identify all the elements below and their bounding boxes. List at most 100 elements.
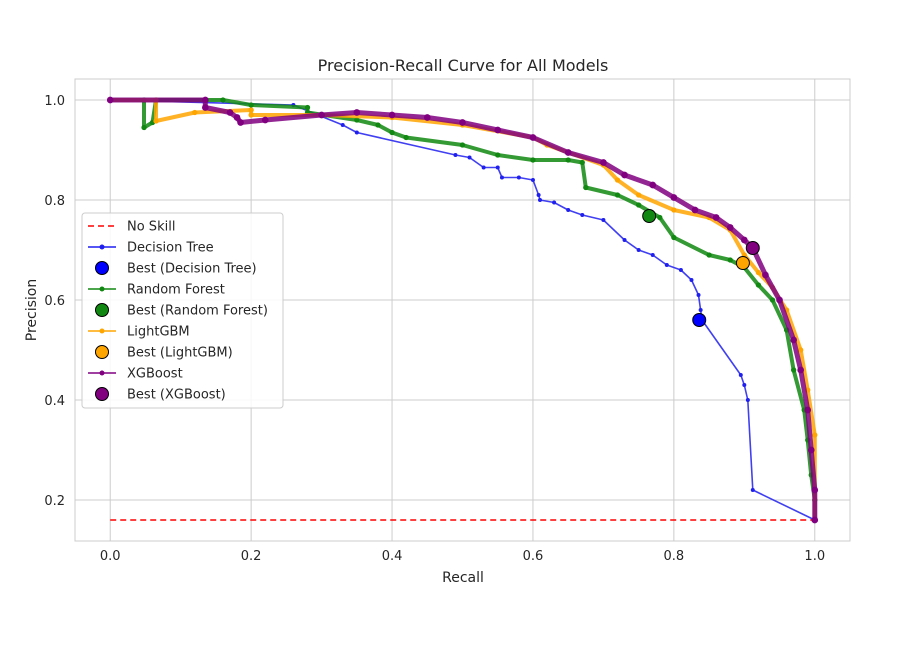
xgboost-point [494, 126, 502, 134]
xgboost-point [318, 111, 325, 119]
xgboost-point [202, 104, 209, 111]
xgboost-point [202, 96, 209, 104]
legend-box [81, 212, 284, 409]
best-lightgbm-marker [735, 256, 750, 270]
random-forest-point [220, 97, 226, 103]
decision-tree-point [340, 123, 345, 127]
decision-tree-point [354, 130, 359, 135]
x-tick-label: 0.6 [523, 549, 544, 564]
decision-tree-point [664, 263, 669, 267]
xgboost-point [106, 96, 114, 104]
decision-tree-point [636, 248, 641, 252]
decision-tree-point [481, 165, 486, 170]
lightgbm-point [248, 112, 254, 118]
lightgbm-point [798, 347, 804, 353]
decision-tree-point [566, 208, 571, 212]
x-tick-label: 0.2 [241, 549, 262, 564]
xgboost-point [529, 134, 537, 141]
lightgbm-point [755, 269, 762, 276]
random-forest-point [579, 159, 585, 166]
random-forest-point [671, 234, 677, 241]
xgboost-point [762, 271, 769, 279]
chart-title: Precision-Recall Curve for All Models [318, 56, 609, 75]
y-tick-label: 0.2 [44, 494, 65, 509]
best-decision-tree-marker [692, 313, 707, 327]
xgboost-point [621, 171, 628, 179]
x-tick-label: 1.0 [804, 549, 825, 564]
xgboost-point [811, 486, 819, 494]
lightgbm-point [153, 118, 159, 124]
random-forest-point [790, 367, 797, 373]
xgboost-point [807, 446, 815, 454]
random-forest-point [727, 257, 733, 263]
legend-label: Best (XGBoost) [127, 388, 226, 403]
random-forest-point [248, 102, 254, 108]
axis-ticks: 0.0 0.2 0.4 0.6 0.8 1.0 0.2 0.4 0.6 0.8 1.0 [44, 94, 825, 564]
random-forest-point [583, 184, 589, 191]
legend-label: Best (Decision Tree) [127, 262, 257, 277]
best-xgboost-marker [745, 241, 760, 255]
xgboost-point [649, 181, 657, 189]
legend-swatch-dot [99, 244, 105, 250]
decision-tree-point [552, 200, 557, 205]
x-axis-label: Recall [442, 570, 484, 586]
decision-tree-point [698, 308, 703, 312]
xgboost-point [811, 516, 819, 524]
legend-label: Decision Tree [127, 241, 214, 256]
legend-label: LightGBM [127, 325, 190, 340]
decision-tree-point [516, 175, 521, 180]
xgboost-point [226, 109, 234, 116]
xgboost-point [388, 111, 396, 119]
lightgbm-point [812, 432, 818, 438]
random-forest-point [657, 214, 663, 221]
xgboost-point [261, 116, 269, 124]
random-forest-point [141, 124, 147, 131]
xgboost-point [712, 214, 720, 221]
random-forest-point [354, 117, 360, 123]
best-random-forest-marker [642, 209, 657, 223]
random-forest-point [495, 152, 501, 158]
decision-tree-point [467, 155, 472, 160]
legend-swatch-marker [95, 303, 109, 317]
xgboost-point [353, 109, 361, 116]
y-tick-label: 0.4 [44, 394, 65, 409]
legend: No Skill Decision Tree Best (Decision Tree… [81, 212, 284, 409]
decision-tree-point [696, 293, 701, 297]
decision-tree-point [622, 238, 627, 242]
xgboost-point [670, 194, 678, 201]
plot-frame [74, 78, 851, 542]
decision-tree-point [580, 213, 585, 217]
xgboost-point [233, 114, 241, 121]
lightgbm-point [192, 109, 198, 116]
y-axis-label: Precision [24, 279, 40, 341]
decision-tree-point [678, 268, 683, 272]
legend-swatch-dot [99, 370, 105, 376]
decision-tree-point [650, 253, 655, 257]
lightgbm-point [671, 207, 677, 213]
x-tick-label: 0.0 [100, 549, 121, 564]
lightgbm-point [248, 107, 254, 113]
decision-tree-point [499, 175, 504, 180]
lightgbm-point [614, 177, 621, 183]
xgboost-point [237, 119, 244, 126]
random-forest-point [614, 192, 621, 198]
decision-tree-point [742, 383, 747, 387]
random-forest-point [375, 122, 381, 128]
xgboost-point [740, 236, 748, 244]
decision-tree-point [745, 398, 750, 402]
random-forest-point [459, 142, 466, 148]
legend-swatch-dot [99, 286, 105, 292]
random-forest-point [304, 104, 311, 111]
legend-swatch-marker [95, 261, 109, 275]
xgboost-point [423, 114, 431, 121]
random-forest-point [755, 282, 762, 288]
x-tick-label: 0.8 [664, 549, 685, 564]
lightgbm-point [635, 192, 642, 198]
random-forest-point [565, 157, 571, 163]
legend-swatch-marker [95, 387, 109, 401]
plot-area [106, 96, 819, 524]
x-tick-label: 0.4 [382, 549, 403, 564]
legend-swatch-dot [99, 328, 105, 334]
legend-label: XGBoost [127, 367, 183, 382]
